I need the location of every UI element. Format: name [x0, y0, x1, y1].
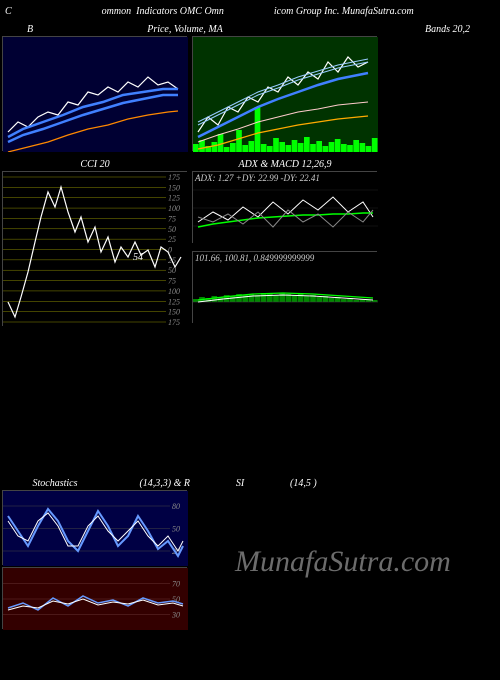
- header-right: icom Group Inc. MunafaSutra.com: [274, 6, 414, 17]
- svg-text:50: 50: [168, 225, 176, 234]
- chart-bollinger: [2, 36, 187, 151]
- svg-text:80: 80: [172, 502, 180, 511]
- svg-text:100: 100: [168, 204, 180, 213]
- svg-text:175: 175: [168, 318, 180, 327]
- row3-titles: Stochastics (14,3,3) & R SI (14,5 ): [0, 476, 500, 490]
- adx-label: ADX: 1.27 +DY: 22.99 -DY: 22.41: [195, 173, 320, 183]
- chart-adx: ADX: 1.27 +DY: 22.99 -DY: 22.41: [192, 171, 377, 243]
- svg-text:150: 150: [168, 183, 180, 192]
- svg-text:75: 75: [168, 214, 176, 223]
- row3-title-3: SI: [190, 478, 290, 489]
- row2-titles: CCI 20 ADX & MACD 12,26,9: [0, 157, 500, 171]
- row2-right-col: ADX: 1.27 +DY: 22.99 -DY: 22.41 101.66, …: [192, 171, 377, 326]
- row1-titles: B Price, Volume, MA Bands 20,2: [0, 22, 500, 36]
- chart-stochastics: 805020: [2, 490, 187, 565]
- header-mid: ommon Indicators OMC Omn: [102, 6, 224, 17]
- row3-title-1: Stochastics: [0, 478, 80, 489]
- row3-charts: 805020 705030: [0, 490, 500, 629]
- svg-text:125: 125: [168, 194, 180, 203]
- row1-title-mid: Price, Volume, MA: [60, 24, 310, 35]
- svg-text:54: 54: [133, 252, 143, 263]
- svg-text:75: 75: [168, 277, 176, 286]
- row1-charts: [0, 36, 500, 151]
- svg-text:100: 100: [168, 287, 180, 296]
- svg-text:125: 125: [168, 297, 180, 306]
- row2-title-right: ADX & MACD 12,26,9: [190, 159, 380, 170]
- macd-label: 101.66, 100.81, 0.849999999999: [195, 253, 314, 263]
- row2-charts: 175150125100755025025507510012515017554 …: [0, 171, 500, 326]
- svg-text:150: 150: [168, 308, 180, 317]
- row3-title-4: (14,5 ): [290, 478, 500, 489]
- svg-text:25: 25: [168, 235, 176, 244]
- header-left: C: [5, 6, 12, 17]
- row2-title-left: CCI 20: [0, 159, 190, 170]
- chart-cci: 175150125100755025025507510012515017554: [2, 171, 187, 326]
- row1-title-right: Bands 20,2: [310, 24, 500, 35]
- chart-rsi: 705030: [2, 567, 187, 629]
- row1-title-left: B: [0, 24, 60, 35]
- svg-text:70: 70: [172, 580, 180, 589]
- svg-text:175: 175: [168, 173, 180, 182]
- chart-price-volume: [192, 36, 377, 151]
- svg-text:50: 50: [172, 525, 180, 534]
- chart-macd: 101.66, 100.81, 0.849999999999: [192, 251, 377, 323]
- row3-title-2: (14,3,3) & R: [80, 478, 190, 489]
- page-header: C ommon Indicators OMC Omn icom Group In…: [0, 0, 500, 22]
- svg-text:30: 30: [171, 611, 180, 620]
